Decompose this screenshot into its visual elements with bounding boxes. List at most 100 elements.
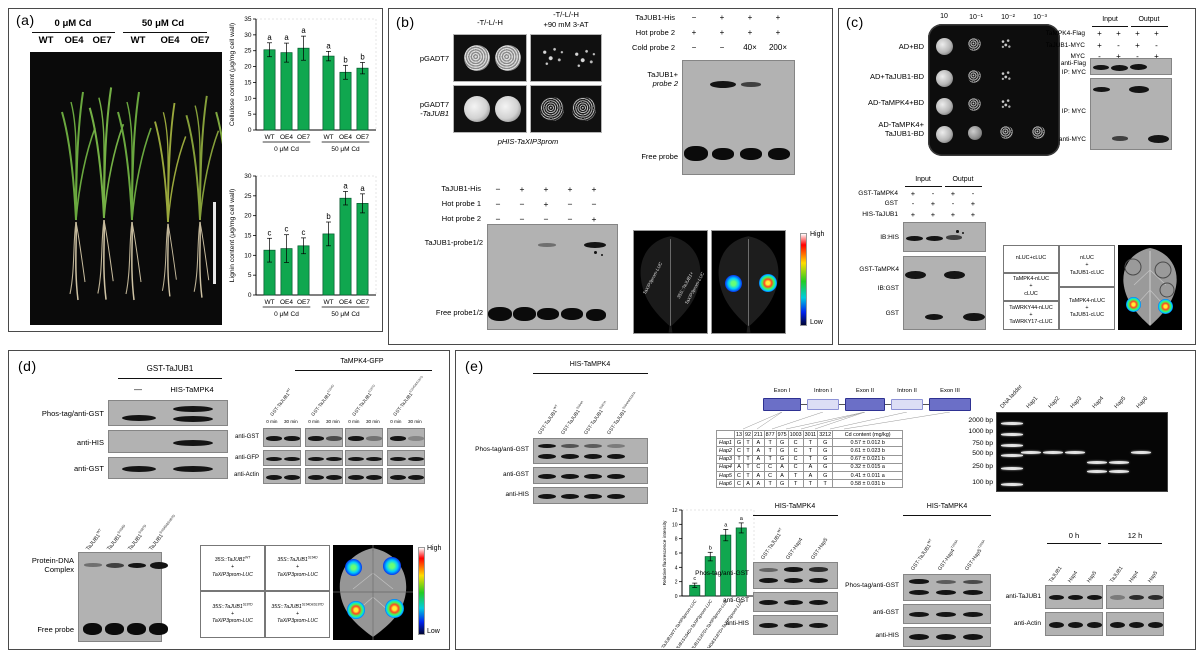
condition-row: TaMPK4-Flag + + + + [1028, 28, 1166, 40]
hap-allele: G [817, 454, 834, 464]
gel-band [759, 600, 778, 605]
d-kin-gst-blot [345, 428, 383, 447]
emsa1-free-label: Free probe [641, 152, 678, 161]
condition-value: + [1154, 52, 1159, 62]
lignin-chart: 0 5 10 15 20 25 30 Lignin content (μg/mg cell w… [229, 173, 377, 318]
gel-band [266, 475, 282, 480]
underline [1047, 543, 1101, 544]
lane-label: Hap4 [1067, 570, 1080, 584]
hap-allele: C [787, 462, 804, 472]
y2h-row-label: TaJUB1-BD [884, 129, 924, 138]
text-line: 35S::TaJUB1WT [214, 555, 251, 564]
underline [1108, 543, 1162, 544]
gel-band [538, 444, 556, 448]
hap-allele: G [817, 438, 834, 448]
hap-col-header: 3011 [802, 429, 819, 440]
hap-allele: G [817, 462, 834, 472]
hap-allele: A [734, 462, 744, 472]
condition-value: + [775, 28, 781, 37]
panel-c-label: (c) [846, 14, 864, 30]
splitluc-cell: nLUC + TaJUB1-cLUC [1059, 245, 1115, 287]
e3-gst-blot [903, 604, 991, 624]
complex-label-1: Protein-DNA [31, 556, 74, 565]
d-kin-gfp-blot [305, 450, 343, 466]
condition-value: − [719, 43, 725, 52]
yeast-colony [1000, 38, 1012, 50]
ladder-band [1001, 467, 1023, 470]
condition-value: − [495, 198, 501, 209]
blot-label: IB:GST [877, 285, 899, 292]
text-line: + [230, 564, 235, 571]
underline [1131, 26, 1168, 27]
size-label: 100 bp [972, 479, 993, 486]
panel-a-label: (a) [16, 12, 35, 28]
gel-band [809, 623, 828, 628]
e2-phos-blot [753, 562, 838, 589]
pcr-band [1109, 461, 1129, 464]
splitluc-leaf [1118, 245, 1182, 330]
emsa2-shift-label: TaJUB1-probe1/2 [424, 238, 483, 247]
text-line: + [230, 610, 235, 617]
svg-text:WT: WT [264, 134, 274, 141]
panel-e-label: (e) [465, 358, 484, 374]
condition-value: + [719, 28, 725, 37]
lane-label: TaJUB1 [1048, 565, 1064, 584]
gel-band [561, 444, 579, 448]
ladder-band [1001, 454, 1023, 457]
condition-value: + [591, 183, 597, 194]
hap-allele: C [763, 462, 777, 472]
t0-label: 0 min [266, 419, 278, 424]
blot-label: anti-GST [73, 464, 104, 473]
lane-label: Hap1 [1025, 395, 1040, 410]
text-line: + [295, 564, 300, 571]
dilution-label: 10 [940, 13, 948, 20]
condition-value: + [950, 188, 956, 198]
scale-high-label: High [427, 545, 442, 552]
condition-value: + [950, 209, 956, 219]
luminescence-spot [759, 274, 777, 292]
yeast-colony [495, 45, 521, 71]
condition-value: + [1116, 52, 1121, 62]
svg-text:c: c [693, 576, 696, 582]
condition-row: TaJUB1-His − + + + + [398, 181, 606, 196]
hap-col-header: 1003 [787, 429, 804, 440]
svg-text:b: b [343, 55, 348, 64]
d-kin-gst-blot [305, 428, 343, 447]
tc-lanes-12h: TaJUB1 Hap4 Hap5 [1106, 546, 1166, 584]
svg-text:12: 12 [672, 508, 678, 514]
text-line: cLUC [1024, 290, 1038, 297]
gel-band [1068, 622, 1083, 628]
condition-value: + [747, 28, 753, 37]
gel-band [84, 563, 102, 567]
lane-label: GST-TaJUB1WT [537, 403, 559, 436]
underline [945, 186, 982, 187]
condition-value: − [519, 198, 525, 209]
hap-name: Hap3 [716, 454, 735, 464]
intron1-label: Intron I [813, 388, 833, 394]
gel-band [936, 634, 956, 640]
lane-label: Hap6 [1135, 395, 1150, 410]
gel-band [759, 578, 778, 583]
blot-label: anti-Actin [233, 472, 259, 478]
hap-name: Hap5 [716, 470, 735, 481]
svg-text:8: 8 [675, 537, 678, 543]
svg-text:0 μM Cd: 0 μM Cd [274, 146, 299, 153]
text-line: TaXIP3prom-LUC [212, 571, 253, 578]
d-luc-leaf [333, 545, 413, 640]
hap-allele: G [775, 454, 789, 464]
gel-band [105, 623, 124, 635]
condition-value: - [1098, 52, 1101, 62]
gel-band [173, 466, 213, 472]
yeast-colony [571, 47, 597, 71]
dna-gel [996, 412, 1168, 492]
lane-label: GST-TaJUB1WT [760, 527, 783, 561]
svg-text:0 μM Cd: 0 μM Cd [274, 311, 299, 318]
svg-text:0: 0 [248, 292, 252, 299]
dilution-label: 10⁻³ [1033, 14, 1047, 21]
gel-band [601, 254, 603, 256]
condition-value: + [591, 213, 597, 224]
condition-value: - [1155, 40, 1158, 50]
svg-text:15: 15 [244, 79, 252, 86]
gel-band [963, 313, 985, 321]
gel-band [963, 590, 983, 595]
